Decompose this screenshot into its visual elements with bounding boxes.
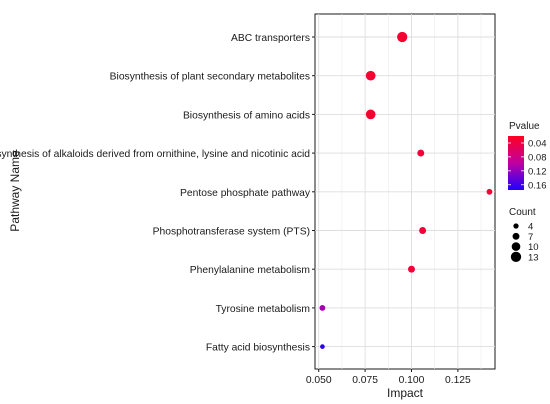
pvalue-legend: Pvalue 0.04 0.08 0.12 0.16 — [508, 121, 547, 191]
data-point — [486, 188, 493, 195]
x-tick-label: 0.125 — [445, 375, 471, 386]
data-point — [320, 344, 325, 349]
data-point — [417, 149, 425, 157]
size-legend-key — [510, 251, 522, 263]
data-point — [397, 31, 408, 43]
y-tick-label: Biosynthesis of plant secondary metaboli… — [110, 72, 310, 83]
data-points — [319, 31, 493, 349]
size-legend-key — [512, 232, 520, 240]
size-legend-label: 7 — [528, 232, 533, 243]
y-tick-label: Pentose phosphate pathway — [180, 188, 311, 199]
y-axis-title: Pathway Name — [8, 150, 22, 232]
pvalue-legend-title: Pvalue — [509, 121, 540, 132]
x-tick-label: 0.075 — [352, 375, 378, 386]
y-tick-label: Tyrosine metabolism — [216, 304, 310, 315]
data-point — [319, 305, 326, 311]
x-axis-title: Impact — [387, 386, 424, 400]
size-legend-key — [513, 223, 519, 229]
x-axis: 0.050 0.075 0.100 0.125 — [306, 369, 471, 386]
colorbar-label: 0.16 — [528, 180, 547, 191]
colorbar-label: 0.08 — [528, 152, 547, 163]
x-tick-label: 0.050 — [306, 375, 332, 386]
data-point — [419, 227, 427, 234]
size-legend-label: 13 — [528, 252, 539, 263]
y-tick-label: Phenylalanine metabolism — [190, 265, 310, 276]
y-tick-label: Fatty acid biosynthesis — [206, 343, 310, 354]
colorbar-label: 0.04 — [528, 138, 547, 149]
count-legend-title: Count — [509, 207, 536, 218]
size-legend-label: 4 — [528, 222, 533, 233]
size-legend-label: 10 — [528, 242, 539, 253]
data-point — [365, 70, 376, 81]
y-tick-label: Biosynthesis of amino acids — [183, 110, 310, 121]
y-axis: ABC transporters Biosynthesis of plant se… — [0, 33, 315, 354]
pvalue-colorbar — [508, 136, 524, 190]
y-tick-label: Phosphotransferase system (PTS) — [153, 227, 310, 238]
x-tick-label: 0.100 — [399, 375, 425, 386]
y-tick-label: Biosynthesis of alkaloids derived from o… — [0, 149, 310, 160]
data-point — [365, 109, 376, 120]
data-point — [408, 265, 415, 273]
colorbar-label: 0.12 — [528, 166, 547, 177]
y-tick-label: ABC transporters — [231, 33, 310, 44]
size-legend-key — [511, 242, 521, 251]
